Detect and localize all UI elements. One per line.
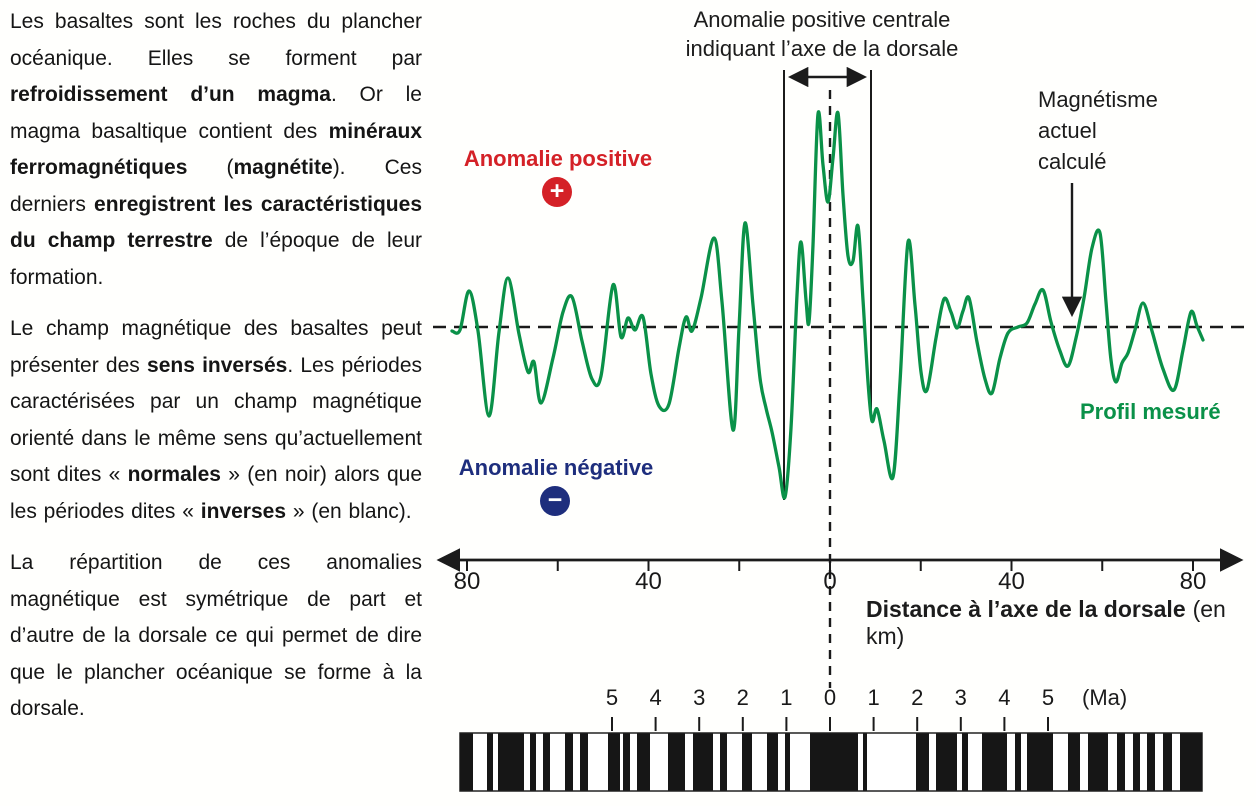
- polarity-stripe: [637, 733, 650, 791]
- polarity-stripe: [487, 733, 493, 791]
- polarity-stripe: [543, 733, 550, 791]
- negative-anomaly-label: Anomalie négative: [458, 455, 654, 480]
- polarity-stripe: [693, 733, 713, 791]
- diagram-title-line1: Anomalie positive centrale: [693, 7, 951, 32]
- diagram-title: Anomalie positive centrale indiquant l’a…: [655, 6, 989, 63]
- magnetism-label-line: actuel: [1038, 118, 1097, 143]
- km-tick-label: 80: [1179, 568, 1207, 595]
- polarity-stripe: [1117, 733, 1125, 791]
- polarity-stripe: [580, 733, 588, 791]
- polarity-stripe: [936, 733, 957, 791]
- ma-tick-label: 3: [954, 685, 967, 710]
- polarity-stripe: [742, 733, 752, 791]
- polarity-stripe: [1163, 733, 1172, 791]
- magnetism-label-line: Magnétisme: [1038, 87, 1158, 112]
- polarity-stripe: [720, 733, 727, 791]
- magnetism-label-line: calculé: [1038, 149, 1107, 174]
- polarity-stripe: [1133, 733, 1140, 791]
- ma-tick-label: 5: [1041, 685, 1055, 710]
- paragraph: Le champ magnétique des basaltes peut pr…: [10, 317, 423, 523]
- ma-tick-label: 0: [823, 685, 837, 710]
- polarity-stripe: [623, 733, 630, 791]
- plus-icon: +: [549, 177, 565, 205]
- polarity-stripe: [810, 733, 858, 791]
- positive-badge: +: [542, 177, 572, 207]
- polarity-stripe: [1027, 733, 1053, 791]
- ma-unit-label: (Ma): [1082, 685, 1128, 710]
- polarity-stripe: [785, 733, 790, 791]
- magnetism-label: Magnétisme actuel calculé: [1038, 84, 1158, 177]
- km-tick-label: 0: [823, 568, 837, 595]
- km-tick-label: 40: [635, 568, 662, 595]
- km-tick-label: 80: [453, 568, 481, 595]
- polarity-stripe: [1068, 733, 1080, 791]
- polarity-stripe: [565, 733, 573, 791]
- negative-badge: −: [540, 486, 570, 516]
- positive-anomaly-label: Anomalie positive: [463, 146, 653, 171]
- paragraph: La répartition de ces anomalies magnétiq…: [10, 551, 422, 720]
- distance-axis-ticks: [466, 560, 1194, 571]
- profile-curve-label: Profil mesuré: [1080, 399, 1221, 424]
- ma-tick-label: 2: [911, 685, 924, 710]
- polarity-stripe: [1088, 733, 1108, 791]
- intro-text: Les basaltes sont les roches du plancher…: [10, 4, 422, 743]
- measured-profile-curve: [450, 110, 1205, 500]
- polarity-stripe: [767, 733, 778, 791]
- ma-tick-label: 4: [649, 685, 662, 710]
- polarity-stripe: [1015, 733, 1021, 791]
- polarity-stripe: [498, 733, 524, 791]
- minus-icon: −: [547, 486, 563, 514]
- polarity-stripe: [668, 733, 685, 791]
- polarity-stripe: [1147, 733, 1155, 791]
- polarity-stripe: [460, 733, 473, 791]
- polarity-stripe: [608, 733, 620, 791]
- ma-tick-label: 5: [605, 685, 619, 710]
- polarity-stripe: [1180, 733, 1202, 791]
- ma-tick-label: 1: [780, 685, 793, 710]
- polarity-stripe: [916, 733, 929, 791]
- polarity-stripe: [962, 733, 968, 791]
- ma-tick-label: 4: [998, 685, 1011, 710]
- polarity-stripe: [530, 733, 536, 791]
- polarity-stripes: [460, 733, 1202, 791]
- polarity-stripe: [863, 733, 867, 791]
- polarity-stripe: [982, 733, 1007, 791]
- age-scale-ticks: [611, 717, 1049, 731]
- km-tick-label: 40: [998, 568, 1025, 595]
- axis-unit: (en km): [866, 596, 1226, 649]
- paragraph: Les basaltes sont les roches du plancher…: [10, 10, 423, 289]
- axis-caption: Distance à l’axe de la dorsale (en km): [866, 596, 1256, 650]
- axis-title: Distance à l’axe de la dorsale: [866, 596, 1186, 622]
- diagram-title-line2: indiquant l’axe de la dorsale: [685, 35, 959, 61]
- ma-tick-label: 3: [693, 685, 706, 710]
- ma-tick-label: 1: [867, 685, 880, 710]
- ma-tick-label: 2: [736, 685, 749, 710]
